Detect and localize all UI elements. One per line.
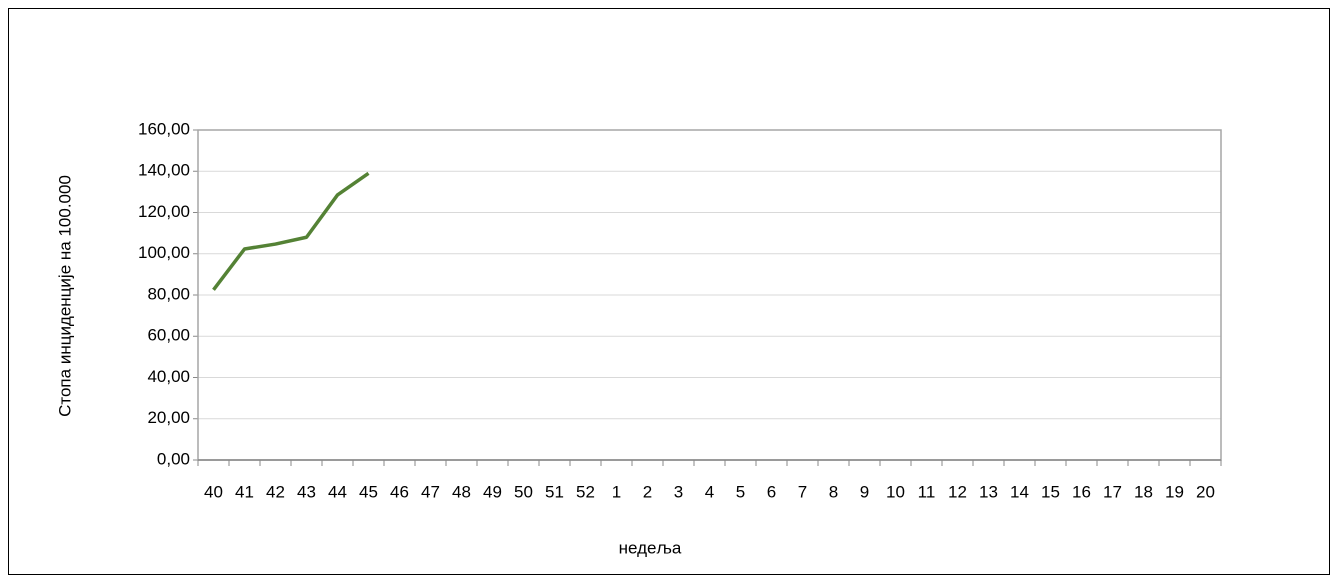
x-tick-label: 52 bbox=[576, 482, 595, 501]
chart-frame bbox=[8, 8, 1330, 575]
x-tick-label: 20 bbox=[1196, 482, 1215, 501]
x-tick-label: 10 bbox=[886, 482, 905, 501]
x-tick-label: 46 bbox=[390, 482, 409, 501]
x-tick-label: 6 bbox=[767, 482, 776, 501]
line-series bbox=[212, 171, 370, 291]
x-tick-label: 45 bbox=[359, 482, 378, 501]
x-tick-label: 13 bbox=[979, 482, 998, 501]
y-tick-label: 100,00 bbox=[138, 243, 190, 262]
x-tick-label: 16 bbox=[1072, 482, 1091, 501]
y-axis-label: Стопа инциденције на 100.000 bbox=[55, 175, 74, 417]
x-tick-label: 8 bbox=[829, 482, 838, 501]
y-tick-label: 160,00 bbox=[138, 119, 190, 138]
x-tick-label: 14 bbox=[1010, 482, 1029, 501]
x-tick-label: 48 bbox=[452, 482, 471, 501]
x-tick-label: 50 bbox=[514, 482, 533, 501]
y-tick-label: 0,00 bbox=[157, 449, 190, 468]
x-tick-label: 49 bbox=[483, 482, 502, 501]
y-tick-label: 60,00 bbox=[147, 326, 190, 345]
x-tick-label: 9 bbox=[860, 482, 869, 501]
x-tick-label: 2 bbox=[643, 482, 652, 501]
x-tick-label: 18 bbox=[1134, 482, 1153, 501]
x-tick-label: 4 bbox=[705, 482, 714, 501]
x-tick-label: 3 bbox=[674, 482, 683, 501]
y-tick-label: 140,00 bbox=[138, 161, 190, 180]
x-tick-label: 44 bbox=[328, 482, 347, 501]
y-tick-label: 80,00 bbox=[147, 284, 190, 303]
y-tick-label: 120,00 bbox=[138, 202, 190, 221]
x-tick-label: 7 bbox=[798, 482, 807, 501]
x-tick-label: 5 bbox=[736, 482, 745, 501]
x-tick-label: 15 bbox=[1041, 482, 1060, 501]
x-tick-label: 40 bbox=[204, 482, 223, 501]
x-tick-label: 11 bbox=[918, 482, 936, 501]
x-tick-label: 42 bbox=[266, 482, 285, 501]
x-tick-label: 19 bbox=[1165, 482, 1184, 501]
x-tick-label: 51 bbox=[545, 482, 564, 501]
x-tick-label: 47 bbox=[421, 482, 440, 501]
x-tick-label: 12 bbox=[948, 482, 967, 501]
x-axis-label: недеља bbox=[619, 538, 682, 557]
x-tick-label: 1 bbox=[612, 482, 621, 501]
x-tick-label: 43 bbox=[297, 482, 316, 501]
x-tick-label: 41 bbox=[235, 482, 254, 501]
y-tick-label: 20,00 bbox=[147, 408, 190, 427]
y-tick-label: 40,00 bbox=[147, 367, 190, 386]
x-tick-label: 17 bbox=[1103, 482, 1122, 501]
